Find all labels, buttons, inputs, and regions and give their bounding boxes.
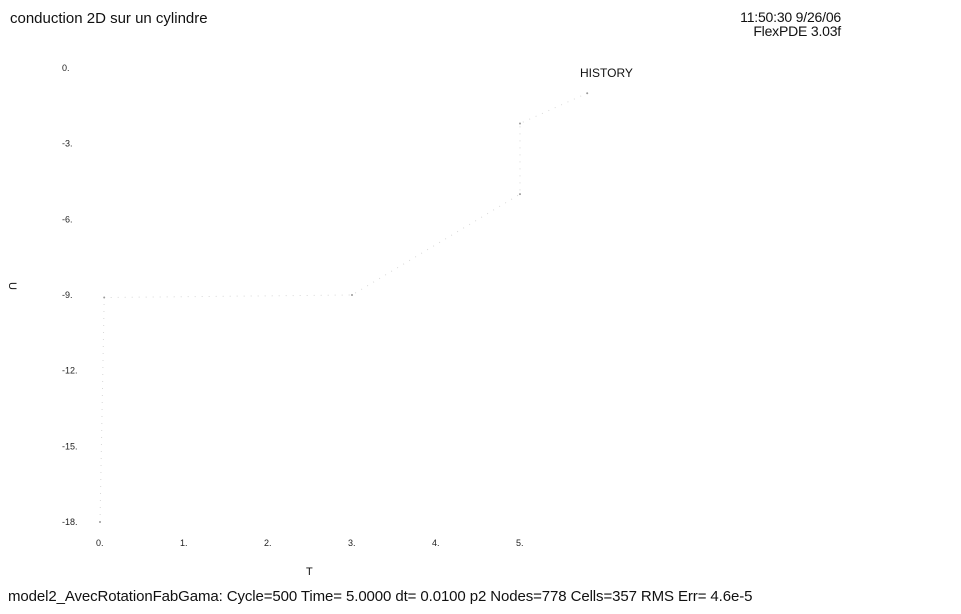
series-point	[351, 294, 353, 296]
series-point	[519, 122, 521, 125]
y-tick-label: -18.	[62, 517, 78, 527]
y-tick-label: 0.	[62, 63, 70, 73]
series-point	[99, 521, 101, 523]
y-tick-label: -9.	[62, 290, 73, 300]
timestamp: 11:50:30 9/26/06	[740, 9, 841, 25]
y-tick-label: -6.	[62, 214, 73, 224]
y-tick-label: -12.	[62, 366, 78, 376]
y-tick-label: -3.	[62, 139, 73, 149]
chart-title: HISTORY	[580, 66, 633, 80]
series-point	[586, 92, 589, 95]
x-tick-label: 3.	[348, 538, 356, 548]
x-tick-label: 0.	[96, 538, 104, 548]
y-tick-label: -15.	[62, 441, 78, 451]
series-point	[519, 193, 521, 196]
x-tick-label: 4.	[432, 538, 440, 548]
x-tick-label: 2.	[264, 538, 272, 548]
x-axis-label: T	[306, 566, 313, 578]
plot-title: conduction 2D sur un cylindre	[10, 10, 208, 27]
series-point	[103, 296, 106, 299]
software-version: FlexPDE 3.03f	[753, 23, 841, 39]
x-tick-label: 5.	[516, 538, 524, 548]
timestamp-block: 11:50:30 9/26/06 FlexPDE 3.03f	[740, 10, 841, 38]
x-tick-label: 1.	[180, 538, 188, 548]
status-footer: model2_AvecRotationFabGama: Cycle=500 Ti…	[8, 588, 753, 605]
series-line	[99, 92, 588, 523]
